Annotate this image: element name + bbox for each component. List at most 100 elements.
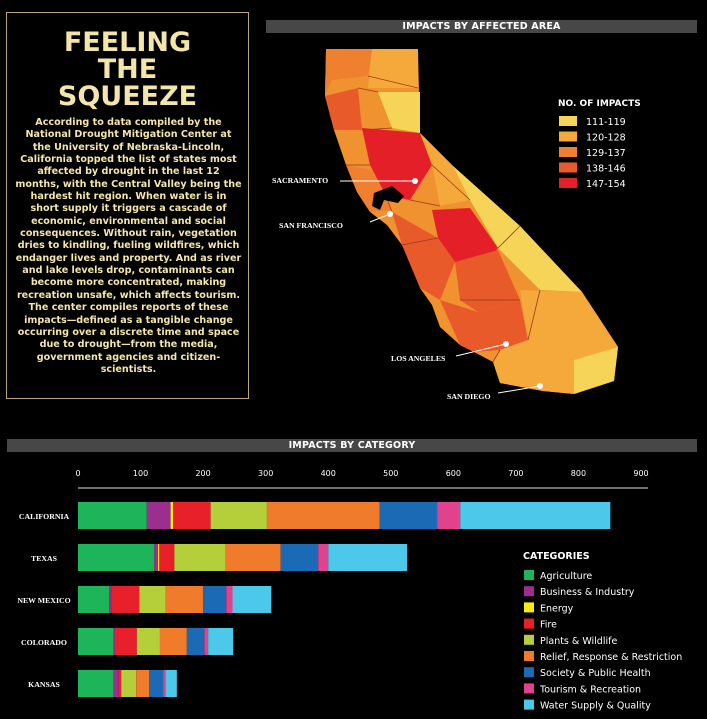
legend-swatch-fire — [524, 618, 534, 629]
bar-colorado-relief-response-restriction — [159, 628, 187, 655]
bar-texas-plants-wildlife — [174, 544, 226, 571]
city-label-sacramento: SACRAMENTO — [272, 176, 328, 185]
county-los-angeles — [440, 300, 528, 352]
legend-label-agriculture: Agriculture — [540, 571, 592, 582]
row-label-kansas: KANSAS — [28, 680, 60, 689]
x-tick-label-400: 400 — [321, 469, 336, 478]
bar-california-fire — [173, 502, 211, 529]
bar-colorado-tourism-recreation — [204, 628, 209, 655]
legend-swatch-business-industry — [524, 586, 534, 597]
map-outline — [325, 49, 618, 394]
bar-texas-business-industry — [154, 544, 159, 571]
intro-title-line-2: THE — [97, 54, 158, 85]
legend-swatch-society-public-health — [524, 667, 534, 678]
county-north-coast — [325, 88, 362, 130]
map-legend-swatch-5 — [559, 178, 577, 188]
bar-kansas-business-industry — [113, 670, 119, 697]
legend-swatch-agriculture — [524, 570, 534, 580]
bar-new-mexico-society-public-health — [203, 586, 227, 613]
category-chart: 0 100 200 300 400 500 600 700 800 900 CALIFORNIA T… — [17, 469, 682, 712]
x-tick-label-800: 800 — [571, 469, 586, 478]
intro-title: FEELING THE SQUEEZE — [7, 29, 248, 110]
legend-label-tourism-recreation: Tourism & Recreation — [539, 684, 641, 695]
bar-texas-fire — [159, 544, 175, 571]
county-borders — [346, 75, 541, 363]
bar-kansas-fire — [118, 670, 122, 697]
bar-new-mexico-business-industry — [109, 586, 112, 613]
bar-texas-society-public-health — [280, 544, 319, 571]
map-legend-label-2: 120-128 — [586, 133, 626, 144]
bay — [372, 186, 404, 210]
map-legend-swatch-1 — [559, 116, 577, 126]
x-tick-label-600: 600 — [446, 469, 461, 478]
bar-colorado-water-supply-quality — [208, 628, 234, 655]
map-legend-label-3: 129-137 — [586, 148, 626, 159]
row-label-new-mexico: NEW MEXICO — [17, 596, 70, 605]
bar-colorado-business-industry — [113, 628, 115, 655]
city-label-san-francisco: SAN FRANCISCO — [279, 221, 343, 230]
county-nw — [325, 49, 372, 96]
bar-new-mexico-fire — [111, 586, 140, 613]
legend-label-relief-response-restriction: Relief, Response & Restriction — [540, 652, 682, 663]
map-legend-swatch-2 — [559, 131, 577, 142]
bar-texas-agriculture — [78, 544, 155, 571]
intro-title-line-3: SQUEEZE — [57, 81, 198, 112]
x-tick-label-200: 200 — [195, 469, 210, 478]
bar-colorado-agriculture — [78, 628, 114, 655]
bar-new-mexico-tourism-recreation — [226, 586, 233, 613]
legend-label-water-supply-quality: Water Supply & Quality — [540, 701, 651, 712]
map-legend-label-1: 111-119 — [586, 117, 626, 128]
sacramento-marker — [412, 178, 418, 184]
county-mojave — [520, 290, 618, 360]
legend-label-fire: Fire — [540, 620, 557, 631]
bar-california-water-supply-quality — [460, 502, 611, 529]
x-tick-label-900: 900 — [633, 469, 648, 478]
legend-label-society-public-health: Society & Public Health — [540, 668, 651, 679]
row-label-california: CALIFORNIA — [19, 512, 70, 521]
bar-california-business-industry — [146, 502, 171, 529]
san-diego-marker — [537, 383, 543, 389]
legend-swatch-tourism-recreation — [524, 683, 534, 694]
bar-texas-energy — [158, 544, 160, 571]
map-legend: NO. OF IMPACTS 111-119 120-128 129-137 138-… — [558, 99, 641, 190]
bar-kansas-relief-response-restriction — [136, 670, 150, 697]
map-legend-label-5: 147-154 — [586, 179, 626, 190]
bar-colorado-society-public-health — [186, 628, 205, 655]
map-legend-title: NO. OF IMPACTS — [558, 99, 641, 109]
bar-new-mexico-agriculture — [78, 586, 110, 613]
chart-bars — [78, 502, 611, 697]
bar-colorado-plants-wildlife — [136, 628, 160, 655]
bar-california-tourism-recreation — [437, 502, 461, 529]
bar-kansas-tourism-recreation — [163, 670, 166, 697]
legend-swatch-relief-response-restriction — [524, 651, 534, 661]
intro-title-line-1: FEELING — [63, 27, 192, 58]
bar-colorado-fire — [114, 628, 137, 655]
county-northeast — [378, 92, 420, 133]
legend-label-business-industry: Business & Industry — [540, 587, 635, 598]
legend-label-energy: Energy — [540, 603, 574, 614]
bar-kansas-plants-wildlife — [121, 670, 137, 697]
county-kern — [455, 250, 520, 312]
county-riverside — [493, 340, 574, 394]
county-imperial — [574, 347, 618, 394]
chart-row-labels: CALIFORNIA TEXAS NEW MEXICO COLORADO KANSAS — [17, 512, 70, 689]
bar-california-society-public-health — [379, 502, 438, 529]
bar-texas-water-supply-quality — [328, 544, 408, 571]
sf-bay — [372, 186, 404, 210]
los-angeles-marker — [503, 341, 509, 347]
city-label-los-angeles: LOS ANGELES — [391, 354, 445, 363]
x-tick-label-0: 0 — [75, 469, 80, 478]
row-label-colorado: COLORADO — [21, 638, 67, 647]
map-legend-swatch-4 — [559, 162, 577, 173]
x-tick-label-100: 100 — [133, 469, 148, 478]
legend-swatch-energy — [524, 602, 534, 613]
legend-swatch-plants-wildlife — [524, 634, 534, 645]
x-tick-label-500: 500 — [383, 469, 398, 478]
bar-texas-relief-response-restriction — [225, 544, 281, 571]
intro-panel: FEELING THE SQUEEZE According to data co… — [6, 12, 249, 399]
x-tick-label-300: 300 — [258, 469, 273, 478]
county-sierra — [420, 133, 470, 206]
county-north-center — [368, 49, 418, 88]
map-section-title: IMPACTS BY AFFECTED AREA — [266, 20, 697, 33]
county-central-valley — [432, 208, 498, 270]
